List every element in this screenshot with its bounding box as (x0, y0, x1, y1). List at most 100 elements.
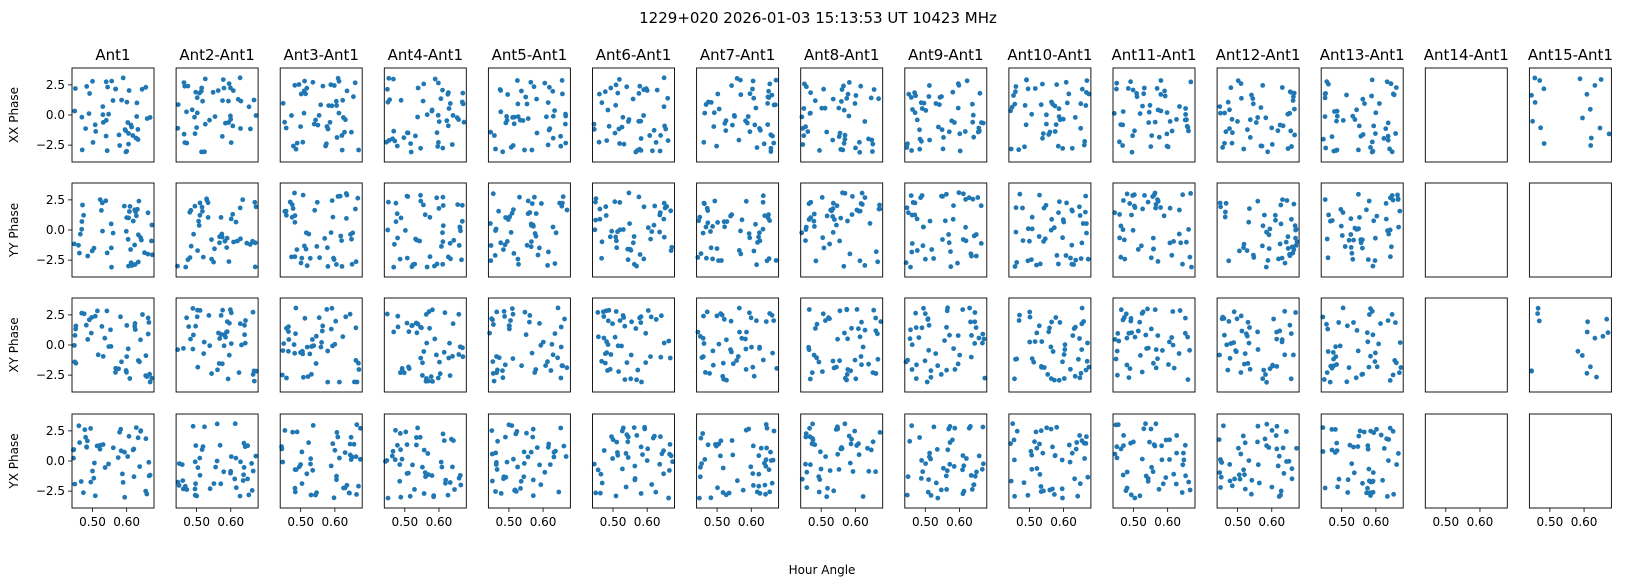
data-point (824, 494, 830, 500)
data-point (421, 202, 426, 208)
data-point (826, 315, 831, 321)
data-point (753, 221, 758, 227)
data-point (72, 333, 78, 338)
data-point (619, 343, 624, 349)
panel-frame (383, 67, 467, 163)
data-point (280, 100, 286, 106)
data-point (103, 133, 109, 139)
data-point (197, 455, 203, 461)
data-point (771, 428, 777, 434)
data-point (292, 213, 298, 219)
data-point (522, 309, 528, 315)
data-point (1370, 489, 1376, 495)
data-point (214, 458, 220, 464)
data-point (1121, 237, 1127, 243)
data-point (246, 104, 252, 110)
data-point (1265, 149, 1271, 155)
data-point (613, 234, 619, 240)
data-point (668, 453, 674, 459)
panel-frame (1008, 413, 1092, 509)
data-point (312, 207, 318, 213)
data-point (1278, 488, 1284, 494)
data-point (1290, 98, 1296, 103)
data-point (1358, 133, 1364, 139)
data-point (319, 340, 324, 345)
data-point (1532, 75, 1538, 81)
data-point (179, 462, 185, 467)
data-point (305, 374, 311, 379)
data-point (622, 377, 628, 382)
data-point (1369, 308, 1375, 314)
data-point (638, 491, 644, 496)
data-point (1344, 379, 1350, 385)
data-point (125, 120, 131, 125)
data-point (71, 241, 77, 247)
data-point (108, 344, 114, 349)
data-point (1374, 426, 1379, 432)
data-point (1148, 326, 1154, 332)
x-tick-label: 0.50 (496, 515, 523, 529)
data-point (1374, 213, 1380, 219)
data-point (254, 368, 259, 374)
data-point (918, 195, 923, 201)
data-point (100, 228, 105, 234)
data-point (765, 94, 771, 100)
data-point (755, 240, 760, 245)
data-point (1281, 471, 1287, 476)
data-point (617, 141, 622, 146)
data-point (1280, 445, 1286, 451)
data-point (615, 450, 620, 455)
data-point (205, 215, 211, 220)
data-point (1273, 433, 1279, 438)
data-point (845, 218, 850, 224)
data-point (913, 93, 918, 99)
data-point (612, 199, 618, 205)
data-point (328, 463, 334, 469)
data-point (200, 98, 206, 104)
data-point (1369, 77, 1375, 83)
data-point (1241, 467, 1246, 473)
data-point (764, 258, 770, 264)
panel-frame (383, 182, 467, 278)
data-point (942, 338, 947, 343)
data-point (222, 332, 227, 338)
data-point (1370, 332, 1376, 338)
data-point (649, 482, 655, 487)
panel-frame (487, 413, 571, 509)
data-point (1114, 348, 1120, 354)
data-point (1150, 235, 1156, 241)
panel (1111, 67, 1196, 163)
data-point (440, 87, 445, 93)
data-point (636, 91, 642, 96)
data-point (659, 313, 664, 319)
data-point (1606, 131, 1612, 137)
data-point (1013, 356, 1018, 362)
data-point (1129, 330, 1135, 336)
data-point (969, 333, 974, 338)
data-point (86, 317, 92, 323)
data-point (738, 77, 743, 83)
data-point (1022, 103, 1028, 108)
data-point (1282, 352, 1288, 358)
data-point (317, 255, 322, 261)
data-point (1044, 121, 1049, 127)
data-point (1325, 255, 1331, 261)
data-point (389, 453, 395, 459)
data-point (329, 103, 335, 109)
data-point (968, 473, 974, 478)
data-point (1388, 254, 1393, 260)
data-point (613, 82, 619, 88)
data-point (340, 97, 346, 103)
data-point (548, 368, 554, 373)
data-point (146, 320, 152, 325)
data-point (1322, 197, 1328, 203)
data-point (253, 113, 259, 118)
data-point (195, 307, 200, 313)
data-point (436, 80, 441, 86)
data-point (1053, 315, 1059, 320)
data-point (545, 100, 551, 105)
data-point (1383, 126, 1389, 132)
data-point (1289, 144, 1294, 149)
data-point (196, 223, 202, 228)
data-point (290, 206, 296, 211)
